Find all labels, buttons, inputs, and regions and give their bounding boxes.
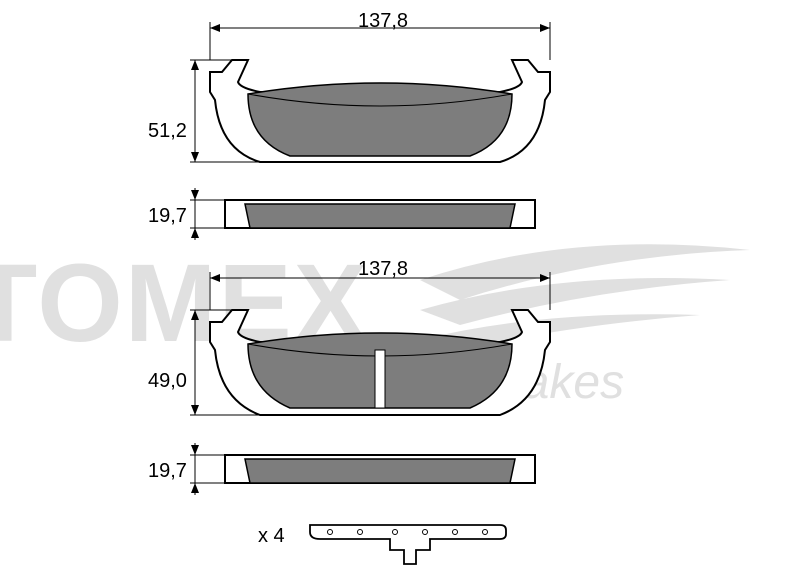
top-thick-dim (190, 188, 225, 240)
accessory-clip (310, 525, 506, 564)
brake-pad-top (210, 60, 550, 162)
brake-pad-bottom-side (225, 455, 535, 483)
brake-pad-bottom (210, 310, 550, 415)
technical-drawing (0, 0, 786, 581)
bottom-width-dim (210, 272, 550, 310)
brake-pad-top-side (225, 200, 535, 228)
bottom-thick-dim (190, 443, 225, 495)
top-width-dim (210, 22, 550, 60)
